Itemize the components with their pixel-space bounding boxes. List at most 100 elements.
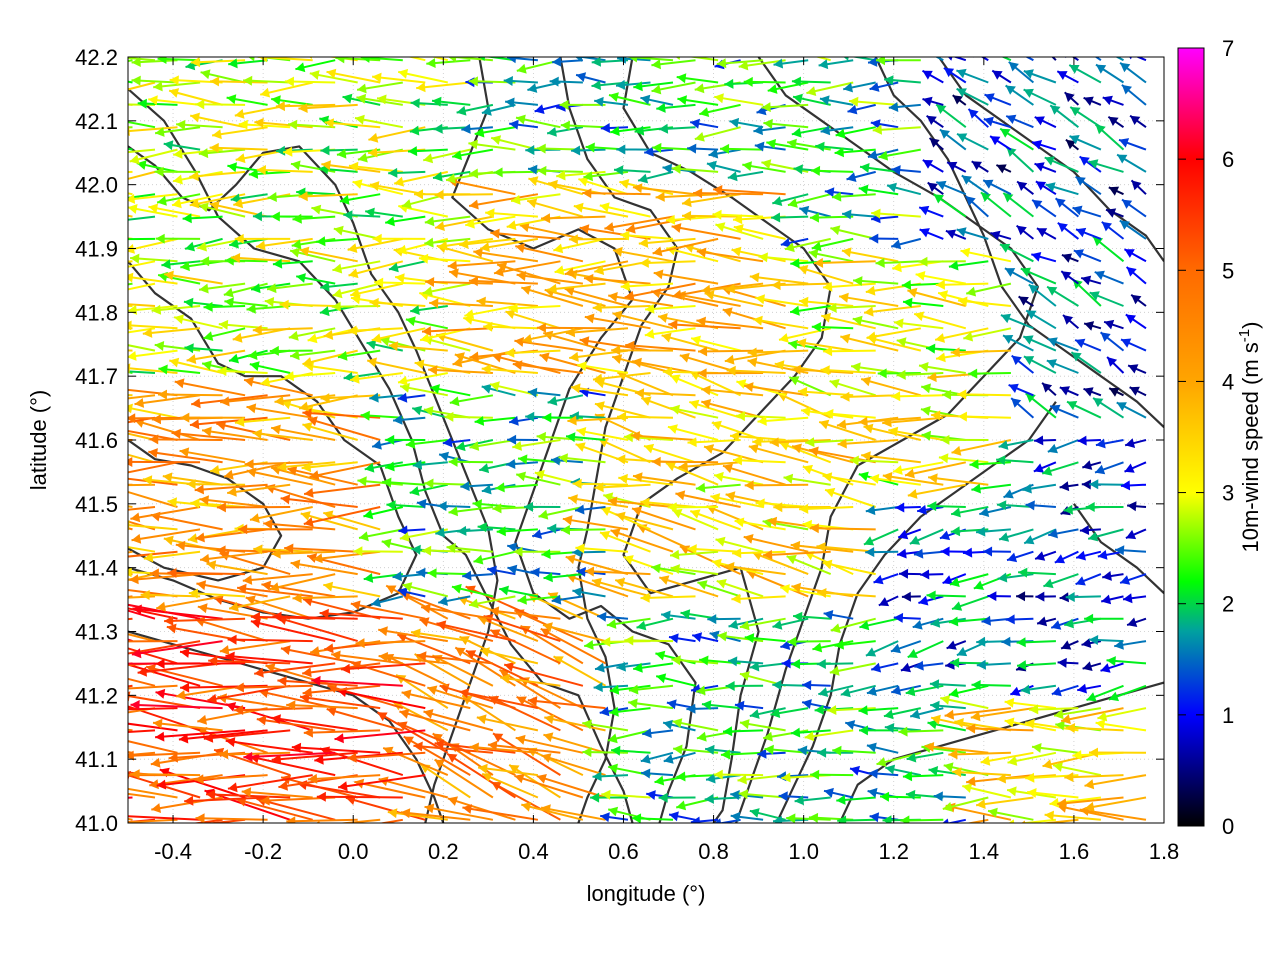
wind-vector-shaft: [186, 349, 246, 362]
wind-vector-head: [963, 331, 974, 342]
wind-vector-shaft: [323, 583, 381, 598]
wind-vector-head: [743, 534, 754, 544]
wind-vector-head: [1081, 479, 1091, 490]
wind-vector-shaft: [286, 818, 358, 823]
wind-vector-head: [176, 119, 186, 130]
wind-vector-shaft: [134, 394, 201, 406]
wind-vector-head: [299, 401, 309, 412]
wind-vector-head: [544, 714, 555, 725]
wind-vector-head: [920, 406, 931, 416]
wind-vector-head: [1065, 139, 1076, 150]
wind-vector-head: [516, 696, 527, 706]
wind-vector-shaft: [799, 506, 854, 511]
wind-vector-head: [836, 794, 846, 805]
wind-vector-head: [504, 662, 515, 672]
wind-vector-head: [701, 284, 711, 295]
wind-vector-head: [981, 615, 991, 626]
wind-vector-shaft: [488, 695, 561, 732]
wind-vector-head: [134, 398, 145, 408]
wind-vector-head: [412, 459, 423, 470]
wind-vector-head: [543, 622, 553, 632]
wind-vector-shaft: [519, 224, 584, 240]
wind-vector-head: [487, 740, 498, 751]
wind-vector-head: [678, 461, 688, 472]
wind-vector-head: [1095, 438, 1106, 449]
wind-vector-head: [733, 214, 743, 225]
wind-vector-head: [1089, 747, 1098, 758]
wind-vector-head: [536, 143, 546, 154]
wind-vector-head: [717, 631, 727, 642]
wind-vector-shaft: [242, 573, 313, 582]
wind-vector-head: [841, 247, 852, 258]
wind-vector-head: [174, 378, 185, 389]
wind-vector-head: [423, 709, 434, 719]
wind-vector-head: [448, 57, 457, 63]
wind-vector-shaft: [503, 663, 584, 687]
wind-vector-head: [131, 57, 141, 67]
wind-vector-head: [148, 95, 158, 106]
contour-line: [735, 57, 1040, 823]
wind-vector-shaft: [128, 406, 178, 419]
wind-vector-head: [584, 273, 594, 284]
wind-vector-head: [448, 506, 458, 517]
wind-vector-shaft: [565, 555, 629, 576]
wind-vector-head: [1107, 357, 1118, 367]
wind-vector-head: [1082, 460, 1093, 470]
wind-vector-shaft: [128, 370, 156, 374]
wind-vector-head: [641, 768, 651, 779]
wind-vector-shaft: [570, 386, 629, 397]
wind-vector-shaft: [383, 653, 449, 687]
wind-vector-shaft: [493, 260, 561, 275]
wind-vector-shaft: [866, 336, 922, 352]
wind-vector-head: [651, 84, 662, 95]
wind-vector-head: [749, 709, 760, 719]
wind-vector-head: [633, 472, 643, 483]
wind-vector-head: [582, 188, 592, 199]
colorbar-tick-label: 7: [1222, 36, 1234, 61]
wind-vector-head: [1095, 124, 1106, 135]
wind-vector-shaft: [140, 593, 201, 598]
wind-vector-shaft: [134, 419, 201, 441]
wind-vector-head: [1017, 181, 1028, 191]
x-tick-label: 1.4: [969, 839, 1000, 864]
wind-vector-head: [915, 271, 926, 281]
wind-vector-head: [184, 343, 194, 354]
wind-vector-head: [281, 399, 292, 410]
wind-vector-head: [62, 771, 71, 781]
wind-vector-shaft: [521, 803, 584, 821]
wind-vector-head: [1088, 159, 1099, 169]
wind-vector-head: [348, 161, 359, 172]
wind-vector-shaft: [430, 57, 449, 62]
wind-vector-head: [199, 283, 209, 294]
wind-vector-shaft: [234, 416, 291, 424]
wind-vector-head: [482, 772, 493, 782]
wind-vector-shaft: [564, 287, 629, 307]
wind-vector-head: [609, 706, 619, 717]
wind-vector-head: [918, 256, 928, 267]
wind-vector-head: [261, 580, 272, 591]
wind-vector-head: [752, 436, 762, 447]
wind-vector-head: [260, 377, 271, 387]
y-tick-label: 42.0: [75, 173, 118, 198]
wind-vector-head: [316, 820, 320, 823]
wind-vector-shaft: [199, 498, 268, 508]
wind-vector-shaft: [254, 662, 336, 675]
wind-vector-head: [1075, 576, 1086, 586]
wind-vector-shaft: [638, 237, 696, 245]
wind-vector-head: [99, 539, 109, 549]
wind-vector-shaft: [128, 193, 156, 199]
wind-vector-shaft: [625, 344, 696, 352]
wind-vector-head: [142, 475, 153, 486]
wind-vector-head: [579, 336, 590, 347]
wind-vector-head: [600, 123, 610, 133]
wind-vector-head: [468, 276, 479, 287]
wind-vector-shaft: [950, 349, 1011, 354]
wind-vector-shaft: [326, 70, 381, 84]
wind-vector-head: [1031, 252, 1042, 262]
colorbar-tick-label: 1: [1222, 703, 1234, 728]
wind-vector-head: [570, 383, 581, 394]
wind-vector-shaft: [351, 661, 426, 687]
wind-vector-head: [887, 182, 897, 193]
wind-vector-head: [449, 268, 459, 279]
wind-vector-head: [398, 525, 408, 536]
